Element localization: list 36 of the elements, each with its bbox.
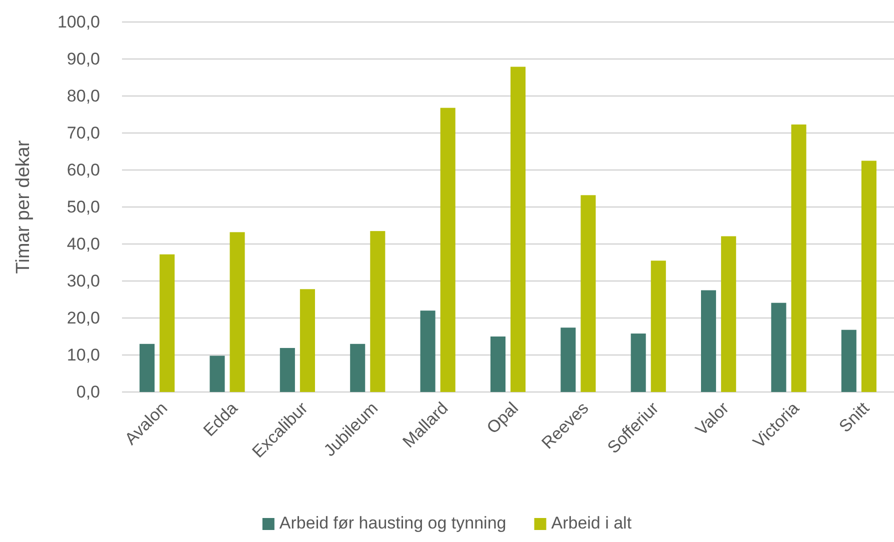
bar [140,344,155,392]
bar [370,231,386,392]
legend-label: Arbeid før hausting og tynning [279,513,506,532]
bar [630,334,646,392]
bar [350,344,366,392]
bar [160,254,175,392]
bar [490,336,506,392]
y-tick-label: 20,0 [66,308,100,328]
y-tick-label: 70,0 [66,123,100,142]
y-tick-label: 90,0 [66,49,100,68]
bar [300,289,315,392]
y-axis-title: Timar per dekar [13,140,34,274]
bar [701,290,716,392]
bar [210,356,225,392]
bar [841,330,856,392]
y-tick-label: 40,0 [66,234,100,254]
bar [771,302,786,392]
y-tick-label: 100,0 [57,12,100,32]
bar [791,124,806,392]
bar [580,195,596,392]
bar [440,108,456,392]
y-tick-label: 10,0 [66,345,100,364]
legend-label: Arbeid i alt [551,513,632,532]
bar [650,260,666,392]
bar [861,160,876,392]
bar [510,66,526,392]
bar [280,348,295,392]
y-tick-label: 30,0 [66,271,100,290]
y-tick-label: 80,0 [66,86,100,106]
bar [721,236,736,392]
y-tick-label: 0,0 [76,382,100,402]
y-tick-label: 50,0 [66,197,100,216]
bar [230,232,245,392]
bar [420,310,436,392]
bar [560,328,576,392]
y-tick-label: 60,0 [66,160,100,180]
